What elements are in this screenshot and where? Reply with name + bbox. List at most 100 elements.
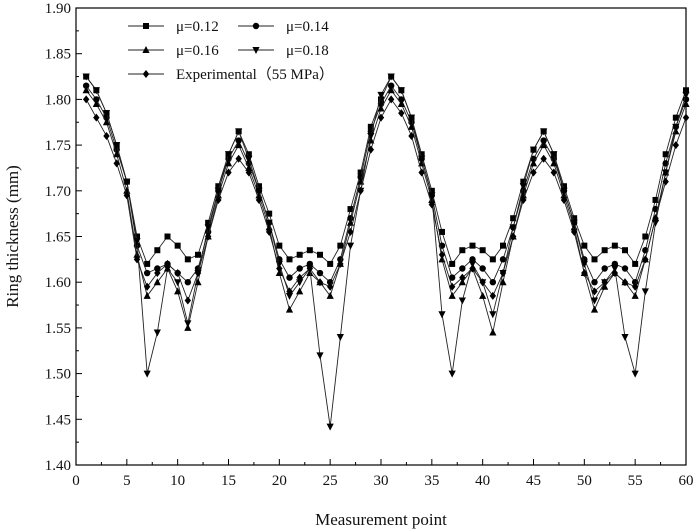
- data-point: [438, 250, 446, 259]
- data-point: [377, 91, 385, 99]
- data-point: [245, 163, 253, 171]
- data-point: [204, 224, 212, 232]
- data-point: [581, 242, 588, 249]
- legend-marker: [142, 46, 150, 53]
- data-point: [479, 291, 487, 299]
- data-point: [621, 265, 629, 272]
- data-point: [265, 219, 273, 227]
- data-point: [611, 265, 619, 273]
- data-point: [327, 260, 334, 267]
- data-point: [591, 287, 598, 296]
- y-tick-label: 1.80: [45, 92, 71, 108]
- data-point: [316, 278, 324, 287]
- data-point: [489, 328, 497, 336]
- data-point: [134, 233, 140, 240]
- legend-label: μ=0.18: [286, 43, 329, 59]
- data-point: [408, 131, 415, 140]
- x-tick-label: 0: [72, 473, 80, 489]
- data-point: [235, 128, 243, 136]
- series-2: [82, 86, 690, 336]
- data-point: [245, 168, 253, 177]
- data-point: [631, 282, 639, 291]
- data-point: [387, 95, 395, 104]
- data-point: [540, 128, 548, 136]
- data-point: [398, 109, 405, 118]
- data-point: [459, 265, 466, 272]
- data-point: [550, 159, 558, 167]
- data-point: [682, 99, 690, 107]
- data-point: [275, 269, 283, 277]
- data-point: [631, 291, 639, 299]
- data-point: [672, 123, 680, 131]
- data-point: [520, 195, 527, 204]
- data-point: [499, 269, 507, 278]
- data-point: [560, 187, 568, 195]
- data-point: [611, 242, 618, 249]
- data-point: [387, 82, 395, 89]
- series-group: [82, 73, 690, 431]
- data-point: [133, 250, 141, 258]
- data-point: [519, 191, 527, 199]
- data-point: [296, 287, 304, 295]
- data-point: [591, 279, 598, 286]
- data-point: [256, 183, 262, 190]
- data-point: [93, 96, 100, 103]
- data-point: [550, 151, 558, 159]
- series-3: [82, 73, 690, 431]
- data-point: [469, 264, 476, 273]
- data-point: [235, 154, 242, 163]
- data-point: [143, 291, 151, 299]
- data-point: [418, 151, 425, 158]
- data-point: [378, 96, 384, 103]
- data-point: [123, 191, 131, 200]
- data-point: [285, 305, 294, 313]
- data-point: [479, 265, 486, 272]
- data-point: [428, 187, 435, 194]
- data-point: [683, 87, 689, 94]
- x-tick-label: 25: [323, 473, 338, 489]
- series-0: [83, 73, 689, 267]
- data-point: [154, 265, 161, 272]
- data-point: [601, 282, 609, 290]
- y-tick-label: 1.70: [45, 184, 71, 200]
- data-point: [631, 279, 639, 286]
- data-point: [438, 311, 446, 319]
- series-line: [85, 75, 687, 265]
- data-point: [377, 113, 385, 122]
- data-point: [398, 96, 405, 103]
- legend-label: μ=0.14: [286, 19, 329, 35]
- y-tick-label: 1.85: [45, 47, 71, 63]
- x-tick-label: 45: [526, 473, 541, 489]
- data-point: [154, 269, 161, 278]
- data-point: [652, 196, 659, 203]
- data-point: [204, 232, 212, 241]
- data-point: [489, 279, 497, 286]
- data-point: [296, 251, 303, 258]
- x-tick-label: 5: [123, 473, 131, 489]
- data-point: [479, 278, 486, 287]
- data-point: [317, 251, 323, 258]
- data-point: [367, 123, 374, 130]
- data-point: [601, 265, 608, 272]
- data-point: [337, 242, 344, 249]
- data-point: [367, 145, 375, 154]
- data-point: [184, 279, 192, 286]
- data-point: [255, 195, 263, 204]
- x-tick-label: 40: [475, 473, 490, 489]
- data-point: [306, 269, 314, 277]
- data-point: [418, 168, 425, 177]
- data-point: [580, 260, 588, 268]
- data-point: [113, 150, 121, 158]
- legend-marker: [252, 22, 260, 30]
- data-point: [235, 137, 242, 144]
- data-point: [93, 113, 100, 122]
- data-point: [82, 82, 90, 89]
- data-point: [550, 168, 558, 177]
- y-tick-label: 1.75: [45, 138, 71, 154]
- data-point: [346, 242, 355, 250]
- data-point: [224, 159, 233, 167]
- data-point: [540, 154, 547, 163]
- data-point: [266, 210, 273, 217]
- data-point: [316, 352, 324, 360]
- data-point: [174, 279, 182, 287]
